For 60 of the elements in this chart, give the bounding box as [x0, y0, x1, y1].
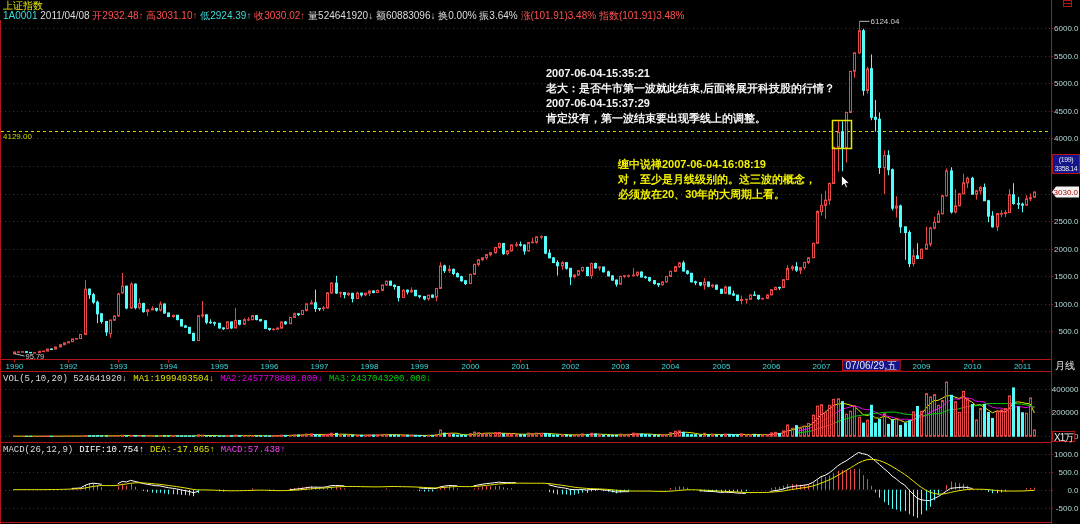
- text: 3030.0: [1053, 187, 1079, 197]
- x-tick-label: 1990: [5, 361, 24, 371]
- y-tick-label: 1500.0: [1054, 272, 1080, 282]
- text: 07/06/29,五: [845, 360, 898, 371]
- x-tick-label: 2000: [461, 361, 480, 371]
- text: MA2:2457778888.000↓: [220, 374, 323, 385]
- x-tick-label: 2006: [762, 361, 781, 371]
- y-axis-title: X1万: [1054, 431, 1075, 443]
- chart-title: VOL(5,10,20) 524641920↓: [3, 374, 128, 385]
- annotation: 缠中说禅2007-06-04-16:08:19: [617, 157, 766, 170]
- x-tick-label: 2011: [1013, 361, 1032, 371]
- y-tick-label: 200000: [1051, 408, 1080, 418]
- text: DEA:-17.965↑: [150, 445, 215, 456]
- x-tick-label: 2007: [812, 361, 831, 371]
- text: DIFF:10.754↑: [79, 445, 145, 456]
- x-tick-label: 2001: [511, 361, 530, 371]
- y-tick-label: 500.0: [1058, 327, 1080, 337]
- x-tick-label: 1994: [159, 361, 178, 371]
- annotation: 必须放在20、30年的大周期上看。: [617, 187, 786, 200]
- chart-title: MACD(26,12,9): [3, 445, 74, 456]
- ref-line-label: 4129.00: [3, 132, 33, 142]
- y-tick-label: 2000.0: [1054, 245, 1080, 255]
- y-tick-label: 5000.0: [1054, 79, 1080, 89]
- y-tick-label: 0.0: [1067, 486, 1080, 496]
- y-tick-label: 2500.0: [1054, 217, 1080, 227]
- x-tick-label: 2010: [963, 361, 982, 371]
- annotation: 6124.04: [870, 17, 900, 27]
- annotation: 肯定没有，第一波结束要出现季线上的调整。: [545, 111, 766, 124]
- y-tick-label: 500.0: [1058, 468, 1080, 478]
- x-tick-label: 1996: [260, 361, 279, 371]
- annotation: MACD:57.438↑: [220, 445, 286, 456]
- x-tick-label: 1997: [310, 361, 329, 371]
- y-tick-label: 1000.0: [1054, 300, 1080, 310]
- annotation: 老大：是否牛市第一波就此结束,后面将展开科技股的行情？: [545, 81, 836, 95]
- y-tick-label: 400000: [1051, 385, 1080, 395]
- y-tick-label: 1000.0: [1054, 450, 1080, 460]
- text: 1A0001 2011/04/08 开2932.48↑ 高3031.10↑ 低2924.39↑ 收3030.02↑ 量524641920↓ 额60883096↓ 换0.00% 振3.64% 涨(101.91)3.48% 指数(101.91)3.48%: [3, 9, 685, 21]
- y-tick-label: 4500.0: [1054, 107, 1080, 117]
- x-tick-label: 1998: [360, 361, 379, 371]
- x-tick-label: 1993: [109, 361, 128, 371]
- y-tick-label: 0: [1074, 432, 1080, 442]
- text: MA1:1999493504↓: [133, 374, 215, 385]
- x-tick-label: 2004: [661, 361, 680, 371]
- annotation: 2007-06-04-15:35:21: [546, 66, 650, 79]
- text: MA3:2437043200.000↓: [328, 374, 432, 385]
- y-tick-label: 6000.0: [1054, 24, 1080, 34]
- x-tick-label: 2005: [712, 361, 731, 371]
- y-tick-label: 5500.0: [1054, 52, 1080, 62]
- x-tick-label: 1999: [410, 361, 429, 371]
- x-tick-label: 2003: [611, 361, 630, 371]
- chart-title: 上证指数: [3, 0, 43, 11]
- x-tick-label: 1992: [59, 361, 78, 371]
- y-tick-label: -500.0: [1055, 504, 1080, 514]
- annotation: 对，至少是月线级别的。这三波的概念，: [617, 172, 816, 186]
- text: 月线: [1055, 360, 1075, 371]
- x-tick-label: 2002: [561, 361, 580, 371]
- x-tick-label: 2009: [912, 361, 931, 371]
- x-tick-label: 1995: [210, 361, 229, 371]
- annotation: 2007-06-04-15:37:29: [546, 96, 650, 109]
- y-tick-label: 4000.0: [1054, 134, 1080, 144]
